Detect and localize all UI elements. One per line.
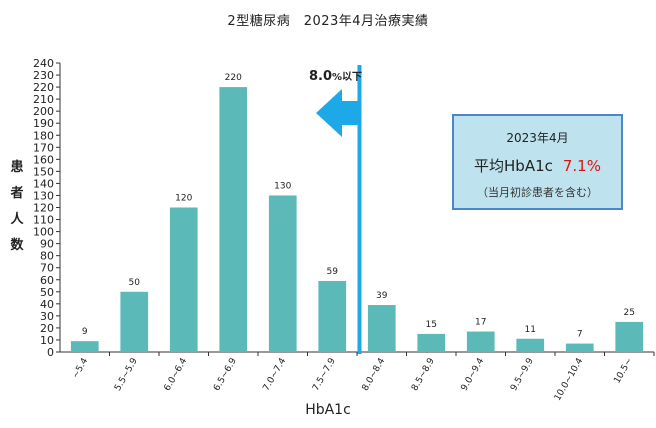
x-tick-label: 6.0~6.4	[163, 356, 190, 393]
chart-title: 2型糖尿病 2023年4月治療実績	[227, 14, 429, 29]
x-tick-label: 7.5~7.9	[311, 356, 338, 393]
annotation-value: 7.1%	[562, 157, 601, 175]
y-tick-label: 60	[40, 274, 54, 287]
bar	[169, 207, 198, 352]
bar	[367, 305, 396, 352]
data-label: 39	[376, 291, 388, 301]
x-tick-label: 9.0~9.4	[460, 356, 487, 393]
y-tick-label: 90	[40, 238, 54, 251]
annotation-date: 2023年4月	[506, 131, 569, 145]
bar	[565, 343, 594, 352]
x-tick-label: 8.5~8.9	[410, 356, 437, 393]
x-tick-label: 9.5~9.9	[509, 356, 536, 393]
bar	[70, 341, 99, 352]
y-tick-label: 230	[33, 69, 54, 82]
x-tick-label: 6.5~6.9	[212, 356, 239, 393]
data-label: 220	[225, 73, 242, 83]
data-label: 17	[475, 318, 486, 328]
y-tick-label: 120	[33, 202, 54, 215]
y-tick-label: 180	[33, 129, 54, 142]
bar	[615, 321, 644, 352]
data-label: 59	[327, 267, 339, 277]
y-tick-label: 50	[40, 286, 54, 299]
y-tick-label: 140	[33, 177, 54, 190]
bar	[516, 338, 545, 352]
x-tick-label: 8.0~8.4	[361, 356, 388, 393]
y-axis-label: 患者人数	[10, 160, 24, 253]
x-tick-label: 5.5~5.9	[113, 356, 140, 393]
data-label: 120	[175, 194, 192, 204]
data-label: 50	[129, 278, 141, 288]
y-tick-label: 150	[33, 165, 54, 178]
threshold-value: 8.0	[309, 69, 333, 84]
threshold-arrow	[316, 89, 362, 137]
data-label: 15	[426, 320, 437, 330]
bar	[466, 331, 495, 352]
threshold-suffix: %以下	[332, 72, 363, 83]
bar	[318, 280, 347, 352]
y-tick-label: 80	[40, 250, 54, 263]
threshold-group	[316, 65, 362, 354]
x-axis-label: HbA1c	[305, 402, 351, 418]
average-hba1c-box: 2023年4月 平均HbA1c 7.1% （当月初診患者を含む）	[452, 114, 623, 210]
y-tick-label: 170	[33, 141, 54, 154]
data-label: 25	[624, 308, 635, 318]
y-tick-label: 210	[33, 93, 54, 106]
x-tick-label: 10.5~	[612, 357, 634, 386]
y-tick-label: 70	[40, 262, 54, 275]
y-tick-label: 20	[40, 322, 54, 335]
data-label: 7	[577, 330, 583, 340]
bar	[417, 333, 446, 352]
y-tick-label: 10	[40, 334, 54, 347]
y-tick-label: 30	[40, 310, 54, 323]
y-tick-label: 190	[33, 117, 54, 130]
x-tick-label: ~5.4	[71, 356, 91, 380]
y-tick-label: 160	[33, 153, 54, 166]
y-tick-label: 220	[33, 81, 54, 94]
y-tick-label: 100	[33, 226, 54, 239]
data-label: 11	[525, 325, 536, 335]
annotation-metric-line: 平均HbA1c 7.1%	[454, 155, 621, 176]
annotation-note: （当月初診患者を含む）	[477, 186, 598, 199]
bar	[268, 195, 297, 352]
x-tick-label: 7.0~7.4	[262, 356, 289, 393]
axes: 0102030405060708090100110120130140150160…	[33, 57, 654, 359]
data-label: 130	[274, 181, 291, 191]
y-tick-label: 40	[40, 298, 54, 311]
y-tick-label: 130	[33, 189, 54, 202]
y-tick-label: 110	[33, 214, 54, 227]
y-tick-label: 200	[33, 105, 54, 118]
y-tick-label: 0	[47, 346, 54, 359]
bar	[219, 87, 248, 352]
annotation-metric: 平均HbA1c	[474, 157, 553, 175]
y-tick-label: 240	[33, 57, 54, 70]
x-tick-label: 10.0~10.4	[553, 356, 586, 402]
data-label: 9	[82, 327, 88, 337]
bar	[120, 291, 149, 352]
threshold-label: 8.0%以下	[309, 68, 362, 84]
